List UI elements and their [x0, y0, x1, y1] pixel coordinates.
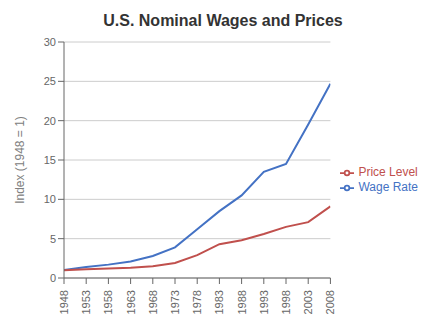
svg-text:1973: 1973 [169, 290, 181, 314]
svg-text:0: 0 [50, 272, 56, 284]
svg-text:1993: 1993 [258, 290, 270, 314]
html-text:Wage Rate: Wage Rate [358, 180, 418, 194]
svg-text:1998: 1998 [280, 290, 292, 314]
html-text:U.S. Nominal Wages and Prices: U.S. Nominal Wages and Prices [103, 12, 343, 29]
svg-text:1978: 1978 [191, 290, 203, 314]
svg-text:Index (1948 = 1): Index (1948 = 1) [13, 116, 27, 204]
svg-text:15: 15 [44, 154, 56, 166]
svg-text:1988: 1988 [236, 290, 248, 314]
svg-text:2008: 2008 [324, 290, 336, 314]
svg-text:1983: 1983 [213, 290, 225, 314]
svg-text:1958: 1958 [102, 290, 114, 314]
svg-text:2003: 2003 [302, 290, 314, 314]
svg-text:20: 20 [44, 115, 56, 127]
svg-text:1953: 1953 [80, 290, 92, 314]
svg-text:25: 25 [44, 75, 56, 87]
svg-text:5: 5 [50, 233, 56, 245]
svg-text:1963: 1963 [125, 290, 137, 314]
svg-text:10: 10 [44, 193, 56, 205]
svg-text:30: 30 [44, 36, 56, 48]
html-text:Price Level: Price Level [358, 165, 418, 180]
svg-text:1968: 1968 [147, 290, 159, 314]
svg-text:1948: 1948 [58, 290, 70, 314]
